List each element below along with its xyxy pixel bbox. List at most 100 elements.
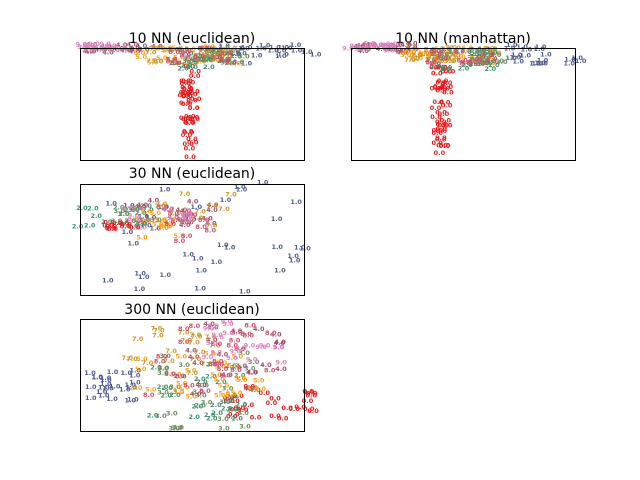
point-label: 0.0 [433,98,445,106]
point-label: 5.0 [223,47,235,55]
point-label: 4.0 [399,47,411,55]
point-label: 9.0 [273,343,285,351]
point-label: 0.0 [250,413,262,421]
point-label: 2.0 [460,48,472,56]
point-label: 0.0 [187,139,199,147]
point-label: 5.0 [412,54,424,62]
point-label: 0.0 [437,121,449,129]
point-label: 0.0 [181,131,193,139]
point-label: 1.0 [158,203,170,211]
point-label: 9.0 [181,214,193,222]
point-label: 4.0 [357,47,369,55]
point-label: 7.0 [152,57,164,65]
point-label: 4.0 [188,353,200,361]
point-label: 1.0 [575,57,587,65]
point-label: 3.0 [128,206,140,214]
point-label: 1.0 [98,383,110,391]
point-label: 3.0 [244,365,256,373]
point-label: 3.0 [124,217,136,225]
point-label: 0.0 [230,406,242,414]
point-label: 5.0 [209,48,221,56]
point-label: 4.0 [163,218,175,226]
point-label: 3.0 [233,58,245,66]
point-label: 8.0 [265,329,277,337]
point-label: 1.0 [291,47,303,55]
panel-300nn-euclidean: 300 NN (euclidean) 1.01.01.01.0 1.01.01.0… [80,302,319,433]
point-label: 7.0 [201,360,213,368]
point-label: 0.0 [442,83,454,91]
point-label: 9.0 [88,40,100,48]
point-label: 7.0 [440,56,452,64]
point-label: 1.0 [126,383,138,391]
point-label: 4.0 [207,201,219,209]
point-label: 7.0 [194,208,206,216]
point-label: 8.0 [178,325,190,333]
point-label: 0.0 [303,405,315,413]
point-label: 5.0 [204,349,216,357]
point-label: 0.0 [179,88,191,96]
point-label: 5.0 [136,234,148,242]
point-label: 2.0 [90,212,102,220]
point-label: 2.0 [161,384,173,392]
point-label: 0.0 [182,128,194,136]
point-label: 0.0 [188,104,200,112]
point-label: 5.0 [131,384,143,392]
point-label: 4.0 [201,214,213,222]
point-label: 2.0 [205,373,217,381]
point-label: 7.0 [194,348,206,356]
point-label: 0.0 [188,88,200,96]
point-label: 2.0 [474,53,486,61]
point-label: 5.0 [446,47,458,55]
point-label: 3.0 [217,415,229,423]
point-label: 7.0 [190,355,202,363]
point-label: 1.0 [91,373,103,381]
point-label: 2.0 [230,363,242,371]
point-label: 2.0 [157,383,169,391]
point-label: 7.0 [195,58,207,66]
point-label: 2.0 [194,401,206,409]
point-label: 7.0 [179,190,191,198]
point-label: 9.0 [163,205,175,213]
point-label: 0.0 [184,153,196,161]
point-label: 4.0 [120,47,132,55]
point-label: 8.0 [174,237,186,245]
point-label: 0.0 [441,121,453,129]
point-label: 1.0 [241,43,253,51]
point-label: 5.0 [219,390,231,398]
point-label: 1.0 [289,257,301,265]
point-label: 0.0 [441,101,453,109]
point-label: 8.0 [168,48,180,56]
point-label: 4.0 [138,46,150,54]
point-label: 8.0 [219,57,231,65]
point-label: 5.0 [192,49,204,57]
point-label: 5.0 [135,365,147,373]
point-label: 3.0 [131,204,143,212]
point-label: 4.0 [398,46,410,54]
point-label: 3.0 [218,43,230,51]
point-label: 1.0 [267,47,279,55]
point-label: 2.0 [484,51,496,59]
point-label: 1.0 [536,59,548,67]
point-label: 7.0 [145,49,157,57]
point-label: 0.0 [184,144,196,152]
point-label: 3.0 [135,220,147,228]
point-label: 1.0 [211,48,223,56]
point-label: 5.0 [140,217,152,225]
point-label: 2.0 [440,65,452,73]
point-label: 2.0 [226,393,238,401]
point-label: 5.0 [210,52,222,60]
point-label: 8.0 [219,372,231,380]
point-label: 1.0 [505,54,517,62]
point-label: 1.0 [109,383,121,391]
point-label: 1.0 [98,391,110,399]
point-label: 2.0 [188,413,200,421]
point-label: 7.0 [165,55,177,63]
point-label: 2.0 [186,63,198,71]
point-label: 5.0 [213,376,225,384]
point-label: 0.0 [438,84,450,92]
point-label: 3.0 [173,388,185,396]
point-label: 0.0 [430,104,442,112]
point-label: 7.0 [188,339,200,347]
point-label: 9.0 [226,354,238,362]
point-label: 8.0 [182,210,194,218]
